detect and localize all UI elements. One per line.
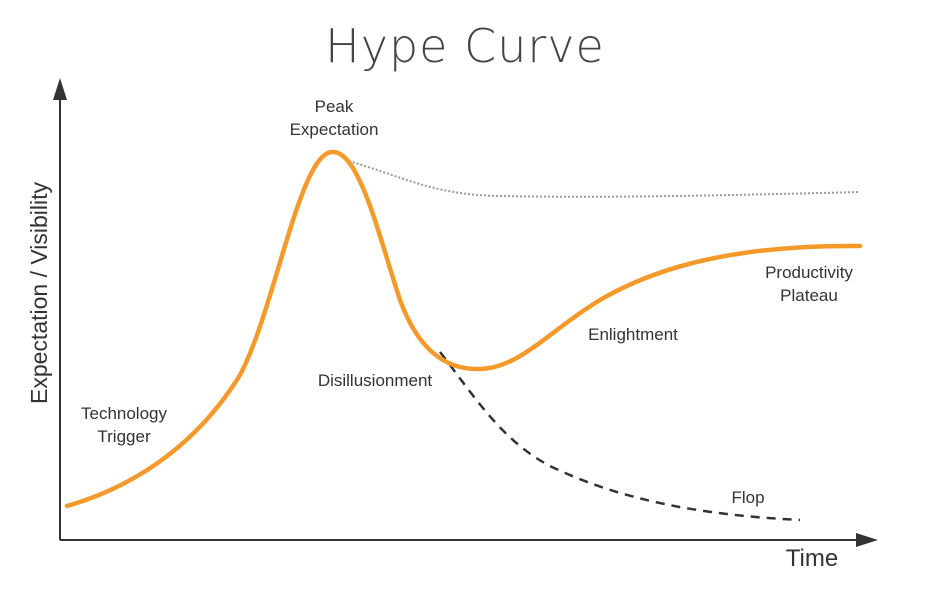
label-peak-line1: Peak: [315, 97, 354, 116]
y-axis-arrow: [53, 78, 67, 100]
y-axis-label: Expectation / Visibility: [26, 181, 52, 404]
flop-curve: [439, 351, 801, 522]
label-technology-trigger-line1: Technology: [81, 404, 168, 423]
diagram-title: Hype Curve: [325, 19, 605, 73]
label-productivity-line2: Plateau: [780, 286, 838, 305]
label-peak-line2: Expectation: [290, 120, 379, 139]
label-disillusionment: Disillusionment: [318, 371, 433, 390]
dotted-curve: [344, 159, 861, 198]
label-technology-trigger-line2: Trigger: [97, 427, 151, 446]
x-axis-label: Time: [786, 545, 838, 572]
label-enlightment: Enlightment: [588, 325, 678, 344]
label-productivity-line1: Productivity: [765, 263, 853, 282]
label-flop: Flop: [731, 488, 764, 507]
hype-curve: [64, 149, 863, 509]
x-axis-arrow: [856, 533, 878, 547]
